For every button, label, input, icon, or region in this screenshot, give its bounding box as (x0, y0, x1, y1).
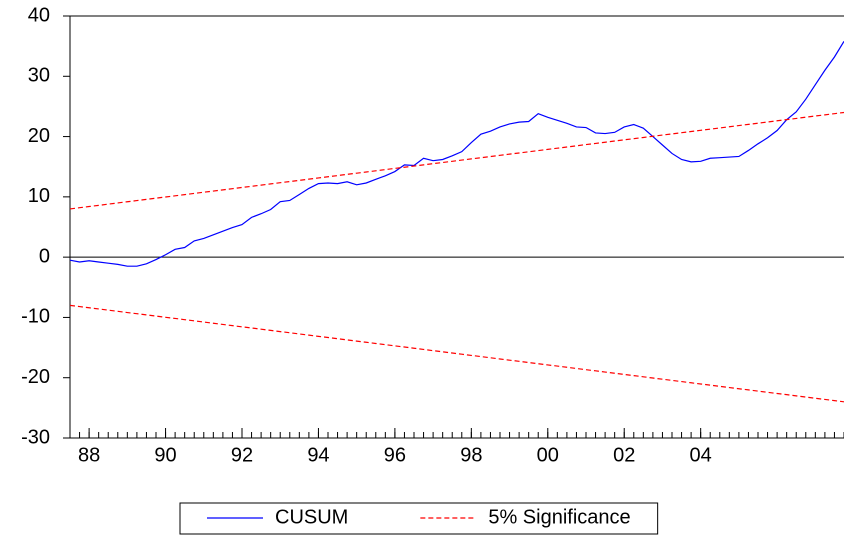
series-line (69, 304, 844, 403)
x-tick-label: 02 (613, 444, 635, 466)
x-tick-label: 88 (78, 444, 100, 466)
y-tick-label: -10 (21, 306, 50, 328)
x-tick-label: 00 (537, 444, 559, 466)
x-tick-label: 90 (154, 444, 176, 466)
y-tick-label: 30 (28, 65, 50, 87)
x-tick-label: 04 (690, 444, 712, 466)
y-tick-label: 20 (28, 125, 50, 147)
y-tick-label: 10 (28, 185, 50, 207)
legend-label: 5% Significance (488, 506, 630, 528)
series-line (69, 41, 844, 267)
y-tick-label: 0 (39, 245, 50, 267)
x-tick-label: 98 (460, 444, 482, 466)
x-tick-label: 96 (384, 444, 406, 466)
y-tick-label: 40 (28, 4, 50, 26)
series-line (69, 111, 844, 210)
y-tick-label: -30 (21, 426, 50, 448)
y-tick-label: -20 (21, 366, 50, 388)
x-tick-label: 94 (307, 444, 329, 466)
x-tick-label: 92 (231, 444, 253, 466)
legend-label: CUSUM (275, 506, 348, 528)
